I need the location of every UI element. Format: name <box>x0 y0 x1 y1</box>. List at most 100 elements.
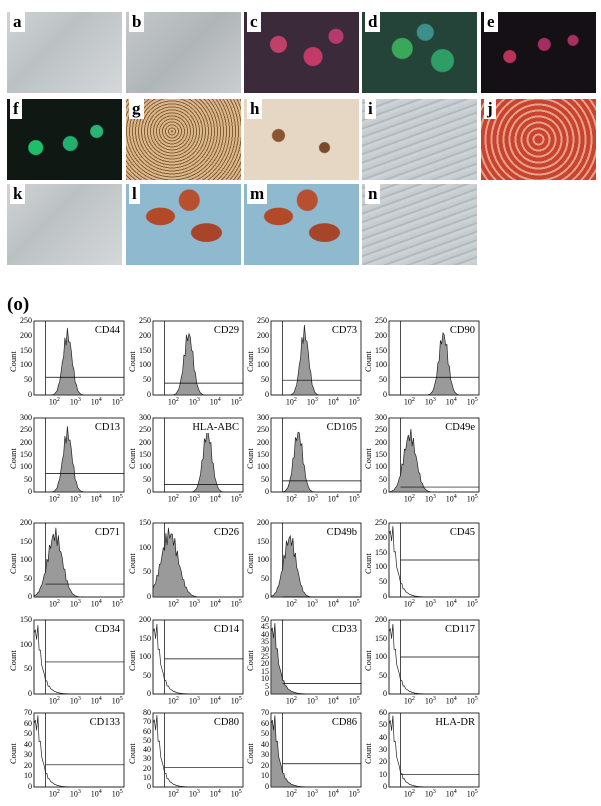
histogram-plot <box>270 619 362 695</box>
y-tick-label: 0 <box>147 390 151 399</box>
x-tick-label: 102 <box>167 397 179 407</box>
y-tick-label: 50 <box>24 729 32 739</box>
panel-letter: j <box>484 99 496 119</box>
marker-label: CD45 <box>448 527 476 538</box>
x-tick-label: 103 <box>69 789 81 799</box>
y-axis-label: Count <box>363 553 373 574</box>
y-tick-label: 50 <box>379 577 387 587</box>
y-tick-label: 30 <box>261 750 269 760</box>
histogram-curve <box>388 526 479 598</box>
x-tick-label: 103 <box>69 599 81 609</box>
x-tick-label: 105 <box>348 696 360 706</box>
x-tick-label: 102 <box>48 494 60 504</box>
x-tick-label: 104 <box>327 789 339 799</box>
panel-letter: n <box>365 184 381 204</box>
y-tick-label: 50 <box>24 573 32 583</box>
x-tick-label: 102 <box>285 789 297 799</box>
x-tick-label: 102 <box>285 696 297 706</box>
x-tick-label: 103 <box>424 696 436 706</box>
histogram-plot <box>388 712 480 788</box>
y-tick-label: 150 <box>139 518 151 527</box>
x-tick-label: 104 <box>445 789 457 799</box>
y-tick-label: 20 <box>143 763 151 773</box>
y-tick-label: 50 <box>379 375 387 385</box>
y-tick-label: 50 <box>24 375 32 385</box>
marker-label: CD80 <box>212 717 240 728</box>
y-tick-label: 0 <box>147 487 151 496</box>
x-tick-label: 105 <box>111 494 123 504</box>
x-tick-label: 102 <box>48 696 60 706</box>
micrograph-panel-d: d <box>362 12 477 93</box>
panel-letter: a <box>10 12 25 32</box>
y-tick-label: 0 <box>383 390 387 399</box>
micrograph-panel-e: e <box>481 12 596 93</box>
y-tick-label: 300 <box>20 413 32 422</box>
x-tick-label: 105 <box>466 494 478 504</box>
y-tick-label: 40 <box>24 739 32 749</box>
marker-label: CD14 <box>212 624 240 635</box>
y-tick-label: 0 <box>265 487 269 496</box>
histogram-curve <box>33 625 124 695</box>
y-tick-label: 250 <box>375 518 387 527</box>
y-tick-label: 0 <box>28 689 32 698</box>
x-tick-label: 105 <box>348 599 360 609</box>
y-tick-label: 10 <box>261 674 269 684</box>
micrograph-panel-g: g <box>126 99 241 180</box>
histogram-curve <box>388 428 479 493</box>
y-tick-label: 100 <box>139 462 151 472</box>
y-tick-label: 45 <box>261 622 269 632</box>
histogram-cd45: CD45 Count 0 50 100 150 200 250 102 103 104 105 <box>362 518 480 616</box>
x-tick-label: 102 <box>167 494 179 504</box>
panel-letter: e <box>484 12 498 32</box>
y-tick-label: 150 <box>20 615 32 624</box>
y-tick-label: 30 <box>379 745 387 754</box>
histogram-plot <box>270 712 362 788</box>
histogram-curve <box>33 527 124 598</box>
y-tick-label: 60 <box>261 718 269 728</box>
histogram-cd105: CD105 Count 0 50 100 150 200 250 300 102 103 104 105 <box>244 413 362 511</box>
histogram-curve <box>34 426 124 493</box>
panel-letter: h <box>247 99 263 119</box>
y-tick-label: 100 <box>20 462 32 472</box>
y-tick-label: 150 <box>375 633 387 643</box>
y-tick-label: 20 <box>24 760 32 770</box>
y-tick-label: 50 <box>379 474 387 484</box>
panel-letter: k <box>10 184 26 204</box>
histogram-plot <box>152 320 244 396</box>
x-tick-label: 102 <box>285 494 297 504</box>
y-tick-label: 0 <box>265 782 269 791</box>
y-axis-label: Count <box>127 448 137 469</box>
y-tick-label: 250 <box>20 425 32 435</box>
y-tick-label: 60 <box>379 708 387 717</box>
y-tick-label: 50 <box>379 670 387 680</box>
histogram-cd26: CD26 Count 0 50 100 150 102 103 104 105 <box>126 518 244 616</box>
y-tick-label: 300 <box>257 413 269 422</box>
y-tick-label: 50 <box>261 474 269 484</box>
x-tick-label: 103 <box>69 696 81 706</box>
y-tick-label: 50 <box>143 735 151 745</box>
micrograph-panel-n: n <box>362 184 477 265</box>
y-tick-label: 20 <box>379 757 387 767</box>
marker-label: CD33 <box>330 624 358 635</box>
y-tick-label: 250 <box>375 316 387 325</box>
y-tick-label: 0 <box>265 592 269 601</box>
x-tick-label: 104 <box>209 494 221 504</box>
histogram-plot <box>270 320 362 396</box>
x-tick-label: 103 <box>188 494 200 504</box>
histogram-plot <box>33 619 125 695</box>
x-tick-label: 102 <box>403 789 415 799</box>
y-tick-label: 0 <box>383 689 387 698</box>
y-tick-label: 100 <box>20 555 32 564</box>
y-axis-label: Count <box>245 553 255 574</box>
y-tick-label: 80 <box>143 708 151 717</box>
y-tick-label: 50 <box>379 720 387 730</box>
histogram-plot <box>33 417 125 493</box>
y-tick-label: 200 <box>20 330 32 340</box>
panel-o-label: (o) <box>7 294 30 315</box>
histogram-cd71: CD71 Count 0 50 100 150 200 102 103 104 105 <box>7 518 125 616</box>
histogram-cd29: CD29 Count 0 50 100 150 200 250 102 103 104 105 <box>126 316 244 414</box>
y-axis-label: Count <box>363 743 373 764</box>
marker-label: CD26 <box>212 527 240 538</box>
x-tick-label: 102 <box>403 696 415 706</box>
histogram-curve <box>388 715 479 788</box>
